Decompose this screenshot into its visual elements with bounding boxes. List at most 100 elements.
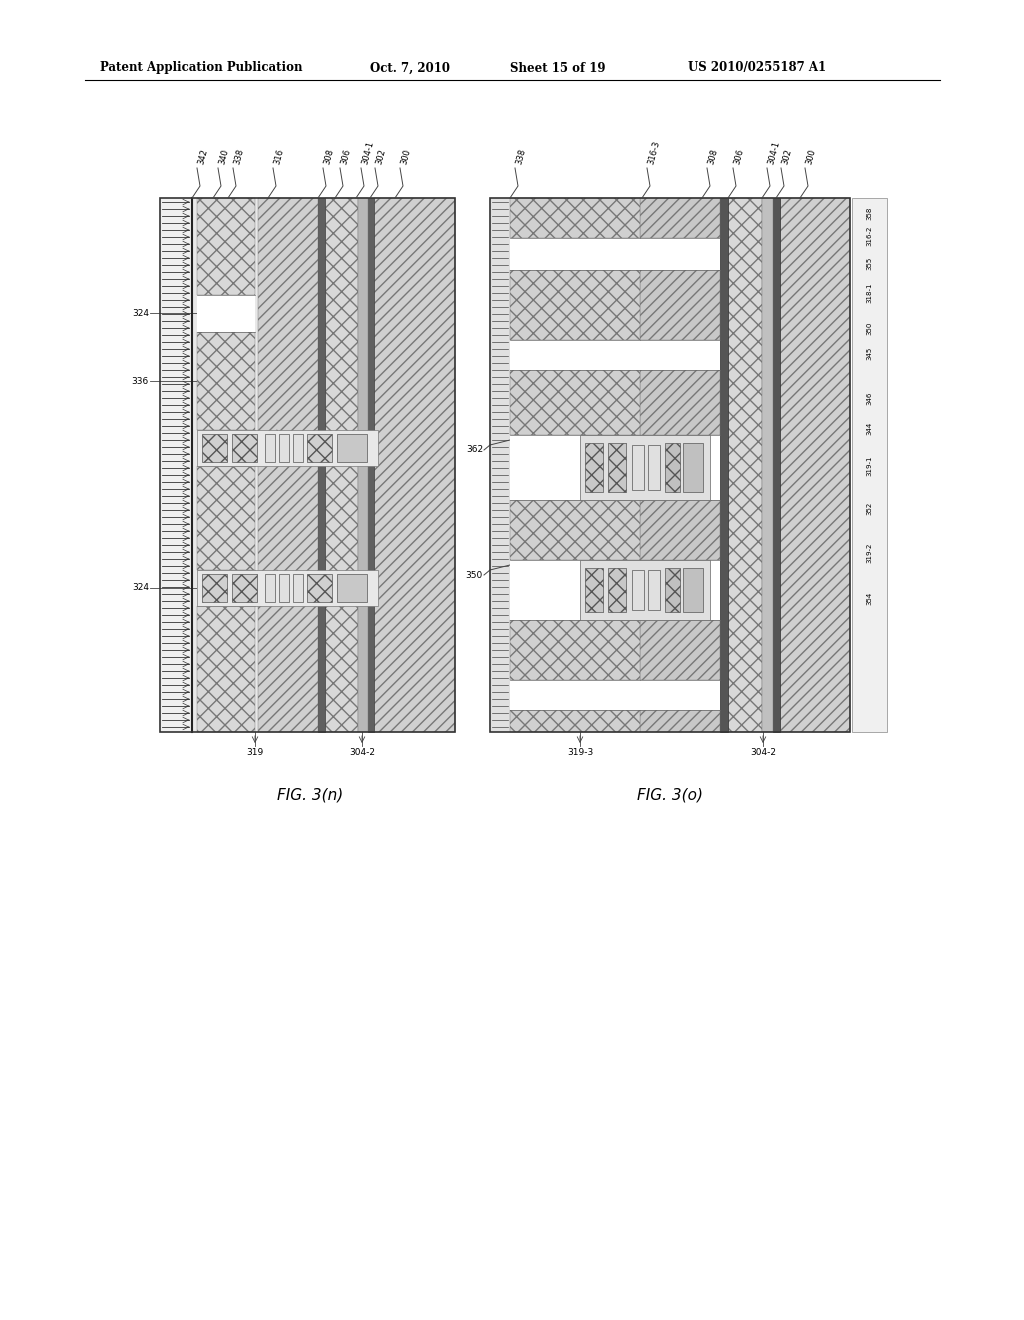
Bar xyxy=(585,444,603,492)
Bar xyxy=(197,333,255,430)
Text: US 2010/0255187 A1: US 2010/0255187 A1 xyxy=(688,62,826,74)
Bar xyxy=(640,271,720,341)
Text: 306: 306 xyxy=(733,148,745,166)
Bar xyxy=(608,444,626,492)
Bar xyxy=(358,198,368,733)
Bar xyxy=(232,434,257,462)
Bar xyxy=(368,198,374,733)
Text: 304-1: 304-1 xyxy=(361,140,376,166)
Text: 319-1: 319-1 xyxy=(866,455,872,477)
Bar xyxy=(510,620,640,680)
Text: 302: 302 xyxy=(781,148,794,166)
Bar xyxy=(307,574,332,602)
Text: 324: 324 xyxy=(132,309,150,318)
Bar xyxy=(160,198,193,733)
Bar xyxy=(197,294,255,333)
Bar xyxy=(632,445,644,490)
Bar xyxy=(640,500,720,560)
Text: 304-2: 304-2 xyxy=(349,748,375,756)
Bar xyxy=(510,370,640,436)
Text: 300: 300 xyxy=(805,148,818,166)
Bar xyxy=(325,198,358,733)
Text: 355: 355 xyxy=(866,256,872,269)
Bar xyxy=(640,198,720,238)
Text: 358: 358 xyxy=(866,206,872,219)
Text: 319-2: 319-2 xyxy=(866,543,872,564)
Text: 319: 319 xyxy=(247,748,263,756)
Text: 318-1: 318-1 xyxy=(866,282,872,304)
Bar xyxy=(720,198,728,733)
Bar xyxy=(780,198,850,733)
Text: 350: 350 xyxy=(466,570,483,579)
Bar xyxy=(580,436,710,500)
Bar xyxy=(197,466,255,570)
Bar xyxy=(510,271,640,341)
Bar xyxy=(279,434,289,462)
Text: 340: 340 xyxy=(218,148,230,166)
Text: 316: 316 xyxy=(273,148,286,166)
Bar xyxy=(665,568,680,612)
Text: 352: 352 xyxy=(866,502,872,515)
Text: 308: 308 xyxy=(707,148,720,166)
Text: 354: 354 xyxy=(866,591,872,605)
Bar xyxy=(773,198,780,733)
Bar xyxy=(307,434,332,462)
Bar xyxy=(640,370,720,436)
Text: Patent Application Publication: Patent Application Publication xyxy=(100,62,302,74)
Bar xyxy=(510,710,640,733)
Bar xyxy=(648,445,660,490)
Bar xyxy=(665,444,680,492)
Bar xyxy=(197,198,255,294)
Text: 346: 346 xyxy=(866,391,872,405)
Bar xyxy=(640,436,720,500)
Text: FIG. 3(o): FIG. 3(o) xyxy=(637,787,703,803)
Text: FIG. 3(n): FIG. 3(n) xyxy=(276,787,343,803)
Bar xyxy=(197,430,255,466)
Bar xyxy=(197,606,255,733)
Bar xyxy=(648,570,660,610)
Bar xyxy=(640,680,720,710)
Bar xyxy=(160,198,455,733)
Bar xyxy=(197,430,378,466)
Text: 342: 342 xyxy=(197,148,210,166)
Bar xyxy=(293,574,303,602)
Bar xyxy=(258,198,318,733)
Text: 362: 362 xyxy=(466,446,483,454)
Bar xyxy=(265,574,275,602)
Bar xyxy=(683,568,703,612)
Text: 338: 338 xyxy=(515,148,527,166)
Bar xyxy=(232,574,257,602)
Bar xyxy=(640,341,720,370)
Bar xyxy=(632,570,644,610)
Text: 300: 300 xyxy=(400,148,413,166)
Bar xyxy=(762,198,773,733)
Text: Sheet 15 of 19: Sheet 15 of 19 xyxy=(510,62,605,74)
Text: 319-3: 319-3 xyxy=(567,748,593,756)
Bar xyxy=(293,434,303,462)
Bar xyxy=(490,198,850,733)
Bar xyxy=(640,620,720,680)
Text: Oct. 7, 2010: Oct. 7, 2010 xyxy=(370,62,450,74)
Text: 304-2: 304-2 xyxy=(750,748,776,756)
Bar xyxy=(728,198,762,733)
Bar xyxy=(510,238,640,271)
Text: 350: 350 xyxy=(866,321,872,335)
Text: 302: 302 xyxy=(375,148,388,166)
Bar xyxy=(490,198,510,733)
Bar xyxy=(683,444,703,492)
Bar xyxy=(374,198,455,733)
Bar xyxy=(608,568,626,612)
Bar xyxy=(510,198,640,238)
Text: 344: 344 xyxy=(866,421,872,434)
Text: 338: 338 xyxy=(233,148,246,166)
Bar xyxy=(510,436,640,500)
Bar xyxy=(640,238,720,271)
Bar xyxy=(197,570,255,606)
Text: 316-3: 316-3 xyxy=(647,140,662,166)
Text: 306: 306 xyxy=(340,148,353,166)
Bar xyxy=(640,710,720,733)
Bar xyxy=(279,574,289,602)
Bar xyxy=(585,568,603,612)
Bar xyxy=(197,570,378,606)
Bar xyxy=(640,560,720,620)
